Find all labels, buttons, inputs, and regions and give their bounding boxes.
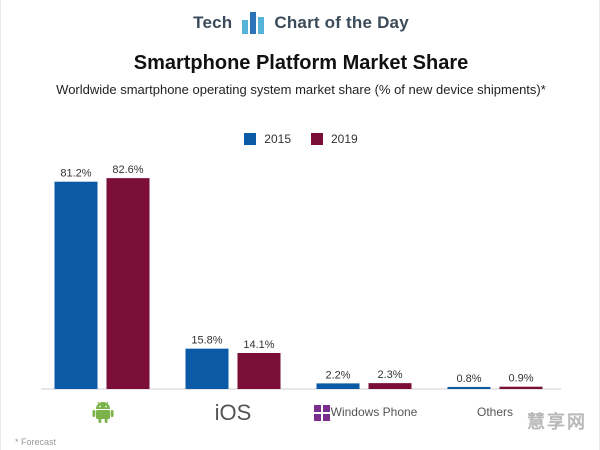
bar-label-windows-phone-2019: 2.3% xyxy=(377,369,402,381)
bar-label-ios-2019: 14.1% xyxy=(243,339,274,351)
legend-swatch-2015 xyxy=(244,133,257,145)
brand-chart-of-the-day-label: Chart of the Day xyxy=(274,13,409,32)
watermark: 慧享网 xyxy=(527,412,587,432)
legend-item-2019: 2019 xyxy=(311,132,358,146)
legend-swatch-2019 xyxy=(311,133,323,145)
brand-tech-label: Tech xyxy=(193,13,233,32)
windows-icon xyxy=(314,405,330,421)
bar-label-android-2019: 82.6% xyxy=(112,164,143,176)
bar-label-others-2019: 0.9% xyxy=(508,373,533,385)
legend-label-2015: 2015 xyxy=(264,132,291,146)
category-label-ios: iOS xyxy=(215,400,252,425)
footnote: * Forecast xyxy=(15,437,57,447)
bar-label-android-2015: 81.2% xyxy=(60,168,91,180)
legend-item-2015: 2015 xyxy=(244,132,291,146)
chart-title: Smartphone Platform Market Share xyxy=(133,52,469,74)
category-label-others: Others xyxy=(477,405,513,419)
bar-label-ios-2015: 15.8% xyxy=(191,335,222,347)
bar-android-2019 xyxy=(106,178,150,389)
bar-chart-logo-icon xyxy=(242,12,265,34)
bar-label-others-2015: 0.8% xyxy=(456,373,481,385)
chart-legend: 2015 2019 xyxy=(1,132,600,146)
brand-header: Tech Chart of the Day xyxy=(1,10,600,36)
bar-android-2015 xyxy=(54,181,98,389)
chart-subtitle: Worldwide smartphone operating system ma… xyxy=(56,82,546,97)
category-label-windows-phone: Windows Phone xyxy=(331,405,418,419)
legend-label-2019: 2019 xyxy=(331,132,358,146)
bar-ios-2015 xyxy=(185,348,229,389)
bar-windows-phone-2019 xyxy=(368,383,412,389)
bar-ios-2019 xyxy=(237,353,281,389)
bar-windows-phone-2015 xyxy=(316,383,360,389)
bar-label-windows-phone-2015: 2.2% xyxy=(325,369,350,381)
bar-others-2015 xyxy=(447,386,491,389)
bar-others-2019 xyxy=(499,386,543,389)
android-icon xyxy=(92,400,114,424)
